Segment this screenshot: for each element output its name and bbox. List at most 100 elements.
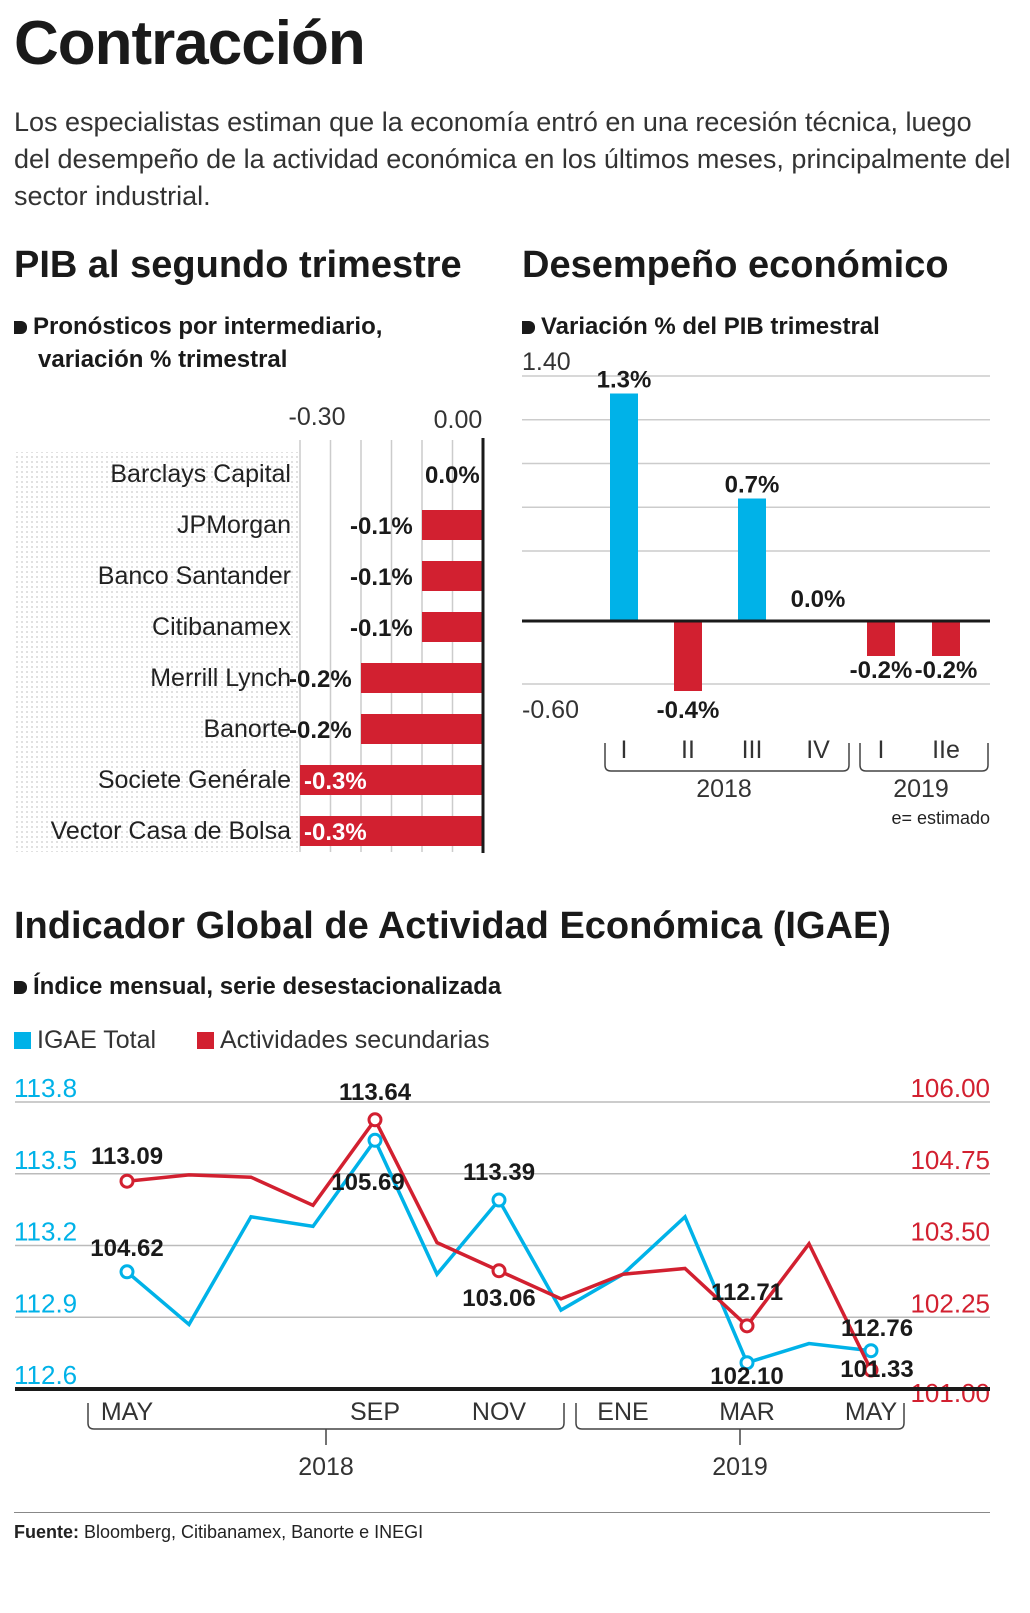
data-label: -0.4% — [657, 697, 720, 724]
data-label: 104.62 — [90, 1235, 163, 1262]
chart3-legend: IGAE Total Actividades secundarias — [14, 1026, 490, 1055]
year-bracket-2019 — [859, 743, 989, 772]
data-label: 103.06 — [462, 1285, 535, 1312]
bar — [361, 714, 483, 744]
data-label: 113.64 — [339, 1079, 412, 1106]
chart3-svg: 113.8 113.5 113.2 112.9 112.6 106.00 104.75 103… — [14, 1073, 990, 1481]
source-label: Fuente: — [14, 1522, 79, 1542]
bar — [738, 498, 766, 621]
data-label: 101.33 — [840, 1356, 913, 1383]
x-tick-label: SEP — [350, 1398, 400, 1426]
data-label: -0.1% — [350, 564, 413, 591]
data-point — [863, 1362, 879, 1378]
chart2-svg: 1.40 -0.60 1.3% I -0.4% II 0.7% III 0.0% IV -0.2% I… — [522, 348, 990, 828]
data-point — [739, 1355, 755, 1371]
bar — [422, 612, 483, 642]
data-point — [739, 1318, 755, 1334]
x-tick-label: -0.30 — [289, 403, 346, 431]
y-tick-label-left: 113.8 — [14, 1073, 77, 1103]
year-label: 2018 — [696, 775, 752, 803]
chart2-subtitle-text: Variación % del PIB trimestral — [541, 313, 880, 340]
bar — [610, 393, 638, 621]
footnote: e= estimado — [891, 808, 990, 828]
category-label: JPMorgan — [177, 511, 291, 539]
category-label: Banorte — [203, 715, 291, 743]
chart3-subtitle-text: Índice mensual, serie desestacionalizada — [33, 973, 502, 1000]
bullet-icon — [522, 321, 535, 334]
data-label: -0.2% — [289, 717, 352, 744]
page-title: Contracción — [14, 9, 366, 78]
data-point — [491, 1192, 507, 1208]
data-label: -0.3% — [304, 819, 367, 846]
dotted-background — [15, 452, 300, 852]
legend-swatch-blue — [14, 1032, 31, 1049]
y-tick-label: -0.60 — [522, 696, 579, 724]
year-label: 2019 — [712, 1453, 768, 1481]
y-tick-label-left: 112.9 — [14, 1288, 77, 1318]
x-tick-label: NOV — [472, 1398, 527, 1426]
bar — [361, 663, 483, 693]
chart1-subtitle-text: Pronósticos por intermediario, variación… — [33, 313, 383, 373]
bullet-icon — [14, 981, 27, 994]
bar — [422, 510, 483, 540]
year-label: 2019 — [893, 775, 949, 803]
x-tick-label: III — [742, 736, 763, 764]
bullet-icon — [14, 321, 27, 334]
data-label: 105.69 — [331, 1169, 404, 1196]
legend-label: Actividades secundarias — [220, 1026, 490, 1054]
bar — [300, 765, 483, 795]
y-tick-label-left: 113.2 — [14, 1217, 77, 1247]
x-tick-label: I — [878, 736, 885, 764]
data-point — [367, 1112, 383, 1128]
data-label: -0.1% — [350, 513, 413, 540]
data-label: 102.10 — [710, 1363, 783, 1390]
data-label: 0.0% — [791, 586, 846, 613]
chart1-subtitle: Pronósticos por intermediario, variación… — [14, 310, 458, 376]
category-label: Vector Casa de Bolsa — [51, 817, 292, 845]
data-label: 0.7% — [725, 472, 780, 499]
chart2-subtitle: Variación % del PIB trimestral — [522, 310, 880, 343]
x-tick-label: MAY — [101, 1398, 154, 1426]
legend-label: IGAE Total — [37, 1026, 157, 1054]
bar — [422, 561, 483, 591]
y-tick-label-right: 104.75 — [910, 1145, 990, 1175]
data-point — [863, 1343, 879, 1359]
data-label: 0.0% — [425, 462, 480, 489]
y-tick-label-right: 103.50 — [910, 1217, 990, 1247]
data-label: -0.2% — [289, 666, 352, 693]
legend-swatch-red — [197, 1032, 214, 1049]
x-tick-label: 0.00 — [434, 406, 483, 434]
x-tick-label: ENE — [597, 1398, 648, 1426]
y-tick-label-right: 102.25 — [910, 1288, 990, 1318]
data-point — [119, 1173, 135, 1189]
data-label: 112.71 — [711, 1279, 783, 1306]
chart1-title: PIB al segundo trimestre — [14, 244, 462, 286]
bar — [674, 621, 702, 691]
y-tick-label-left: 113.5 — [14, 1145, 77, 1175]
x-tick-label: MAR — [719, 1398, 775, 1426]
x-tick-label: I — [621, 736, 628, 764]
chart2-title: Desempeño económico — [522, 244, 949, 286]
x-tick-label: II — [681, 736, 695, 764]
intro-text: Los especialistas estiman que la economí… — [14, 107, 1011, 211]
year-bracket-2018 — [604, 743, 850, 772]
divider — [14, 1512, 990, 1513]
category-label: Merrill Lynch — [150, 664, 291, 692]
y-tick-label-left: 112.6 — [14, 1360, 77, 1390]
category-label: Citibanamex — [152, 613, 291, 641]
data-label: -0.2% — [850, 657, 913, 684]
year-label: 2018 — [298, 1453, 354, 1481]
data-label: -0.2% — [915, 657, 978, 684]
bar — [867, 621, 895, 656]
y-tick-label-right: 106.00 — [910, 1073, 990, 1103]
category-label: Banco Santander — [98, 562, 291, 590]
y-tick-label: 1.40 — [522, 348, 571, 376]
category-label: Societe Genérale — [98, 766, 291, 794]
x-tick-label: IV — [806, 736, 830, 764]
data-label: 1.3% — [597, 367, 652, 394]
data-label: -0.1% — [350, 615, 413, 642]
data-point — [491, 1263, 507, 1279]
data-label: 113.09 — [91, 1143, 163, 1170]
data-point — [367, 1132, 383, 1148]
